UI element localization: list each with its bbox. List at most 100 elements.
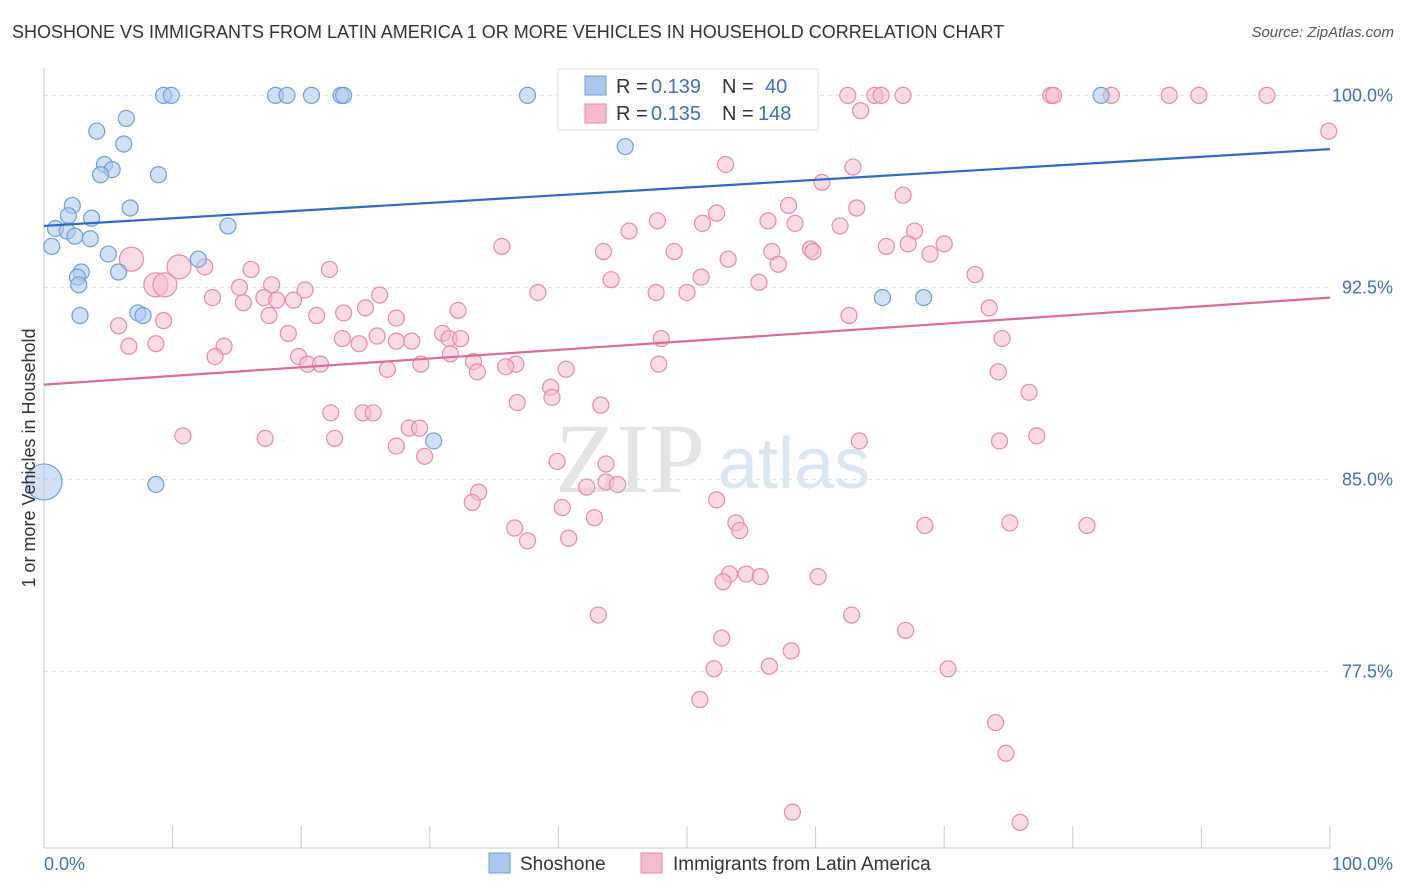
grid-lines	[44, 94, 1330, 672]
legend-n-label: N =	[722, 76, 754, 98]
latin-america-point	[935, 235, 953, 253]
latin-america-point	[897, 621, 915, 640]
y-tick-label: 77.5%	[1342, 661, 1393, 681]
legend-swatch-shoshone	[584, 75, 607, 96]
latin-america-point	[1160, 86, 1178, 104]
latin-america-point	[716, 155, 735, 174]
shoshone-point	[117, 109, 135, 128]
latin-america-point	[1044, 86, 1063, 104]
legend-n-value: 40	[765, 76, 787, 98]
latin-america-point	[387, 437, 405, 455]
latin-america-point	[368, 327, 386, 345]
latin-america-point	[268, 291, 286, 309]
latin-america-point	[322, 404, 340, 422]
latin-america-point	[705, 660, 723, 678]
latin-america-point	[691, 690, 709, 709]
shoshone-point	[425, 432, 443, 450]
legend-r-label: R =	[616, 103, 648, 125]
latin-america-point	[548, 452, 566, 471]
latin-america-point	[779, 196, 798, 215]
shoshone-point	[1092, 86, 1110, 104]
latin-america-point	[719, 250, 737, 268]
latin-america-point	[989, 363, 1007, 381]
latin-america-point	[692, 268, 710, 286]
latin-america-point	[585, 509, 604, 527]
shoshone-point	[162, 86, 180, 104]
latin-america-point	[263, 276, 281, 294]
latin-america-point	[839, 86, 857, 104]
latin-america-point	[284, 291, 303, 309]
latin-america-point	[152, 272, 178, 298]
latin-america-point	[553, 498, 571, 517]
latin-america-point	[843, 606, 861, 624]
x-tick-label: 0.0%	[44, 854, 85, 874]
latin-america-point	[737, 565, 755, 583]
latin-america-point	[840, 306, 858, 325]
latin-america-point	[1320, 122, 1338, 140]
latin-america-point	[678, 283, 696, 302]
latin-america-point	[529, 283, 547, 302]
latin-america-point	[147, 335, 165, 353]
shoshone-point	[147, 475, 165, 494]
shoshone-point	[915, 289, 933, 307]
shoshone-point	[66, 227, 84, 245]
latin-america-point	[242, 260, 260, 279]
latin-america-point	[371, 286, 389, 304]
shoshone-point	[616, 137, 634, 156]
legend-r-label: R =	[616, 76, 648, 98]
latin-america-point	[602, 271, 620, 289]
latin-america-point	[308, 306, 326, 325]
latin-america-point	[335, 304, 353, 322]
latin-america-point	[592, 396, 610, 414]
shoshone-point	[134, 306, 152, 325]
latin-america-point	[848, 199, 866, 217]
latin-america-point	[731, 521, 749, 540]
shoshone-point	[302, 86, 321, 104]
latin-america-point	[894, 86, 912, 104]
latin-america-point	[899, 235, 917, 253]
latin-america-point	[997, 744, 1015, 762]
latin-america-point	[608, 475, 627, 494]
latin-america-point	[296, 281, 314, 299]
latin-america-point	[120, 337, 138, 355]
x-tick-labels: 0.0% 100.0%	[44, 854, 1393, 874]
latin-america-point	[468, 363, 486, 381]
latin-america-trend-line	[43, 296, 1331, 386]
latin-america-point	[463, 493, 481, 511]
latin-america-point	[154, 312, 173, 330]
latin-america-point	[508, 393, 526, 412]
latin-america-point	[760, 657, 778, 675]
shoshone-point	[43, 237, 61, 255]
y-tick-label: 85.0%	[1342, 469, 1393, 489]
latin-america-point	[364, 404, 382, 422]
latin-america-point	[1028, 427, 1046, 445]
latin-america-point	[1001, 514, 1019, 532]
latin-america-point	[939, 660, 957, 678]
latin-america-point	[203, 289, 222, 307]
shoshone-point	[149, 166, 168, 184]
latin-america-point	[497, 358, 515, 376]
latin-america-point	[326, 429, 344, 447]
latin-america-point	[1190, 86, 1208, 104]
latin-america-point	[852, 102, 870, 120]
latin-america-point	[877, 237, 895, 255]
latin-america-point	[594, 242, 613, 261]
latin-america-point	[260, 306, 278, 325]
latin-america-points	[109, 86, 1338, 832]
latin-america-point	[751, 568, 769, 586]
y-tick-label: 100.0%	[1332, 85, 1393, 105]
latin-america-point	[493, 237, 511, 255]
shoshone-point	[88, 122, 106, 140]
legend: R = 0.139 N = 40 R = 0.135 N = 148	[557, 68, 819, 131]
latin-america-point	[786, 214, 804, 232]
watermark-zip: ZIP	[555, 403, 705, 514]
latin-america-point	[1078, 516, 1096, 535]
latin-america-point	[1011, 813, 1029, 832]
latin-america-point	[356, 299, 375, 317]
bottom-legend-label-shoshone: Shoshone	[520, 854, 606, 875]
latin-america-point	[831, 217, 849, 235]
latin-america-point	[1020, 383, 1038, 401]
latin-america-point	[872, 86, 890, 104]
shoshone-trend-line	[43, 148, 1331, 228]
